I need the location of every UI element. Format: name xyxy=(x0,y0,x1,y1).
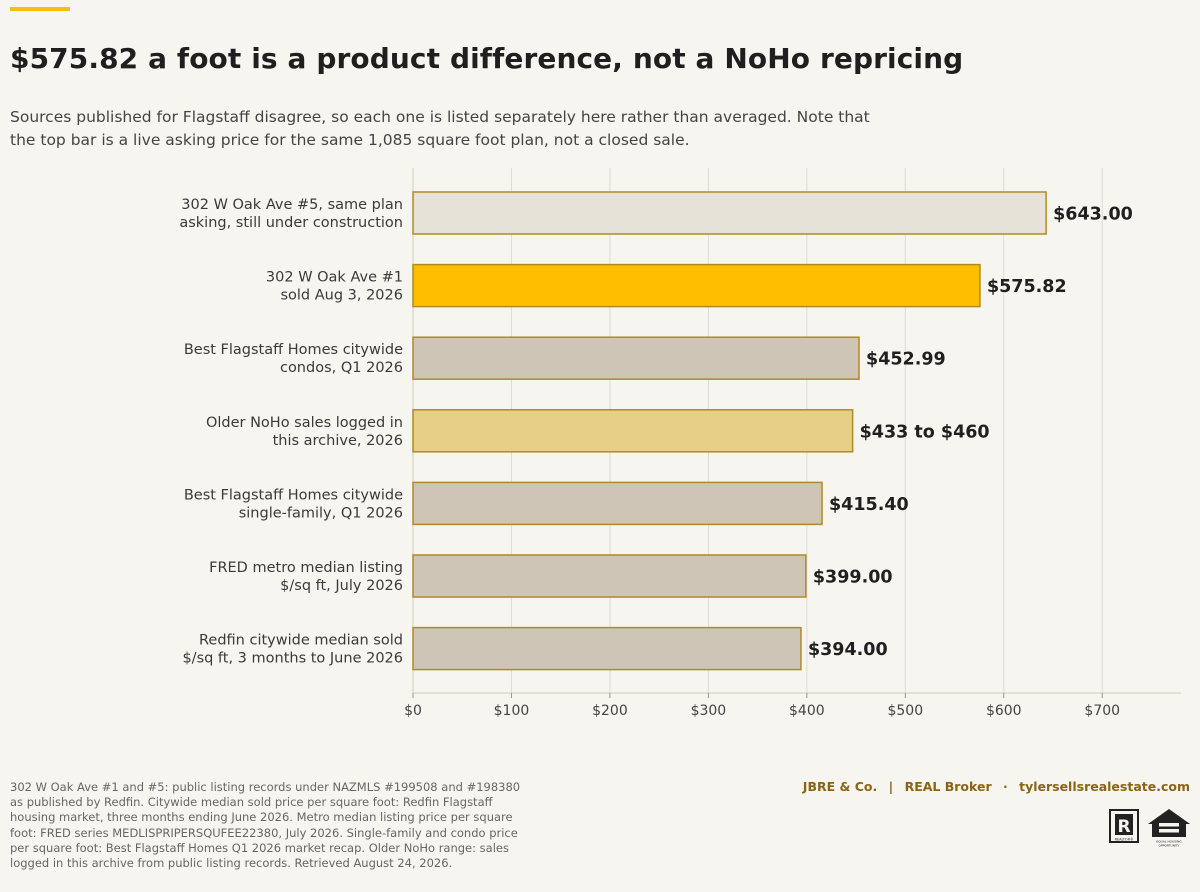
brand-divider: | xyxy=(888,779,894,794)
svg-text:OPPORTUNITY: OPPORTUNITY xyxy=(1158,844,1179,848)
value-label: $575.82 xyxy=(987,277,1067,297)
value-label: $643.00 xyxy=(1053,205,1133,225)
brand-broker: REAL Broker xyxy=(904,779,992,794)
svg-text:EQUAL HOUSING: EQUAL HOUSING xyxy=(1156,840,1182,844)
category-label: 302 W Oak Ave #5, same plan asking, still… xyxy=(179,197,403,231)
category-label: Best Flagstaff Homes citywide single-fami… xyxy=(184,487,403,521)
bar xyxy=(412,409,854,453)
brand-dot: · xyxy=(1002,779,1008,794)
bar-chart: $0 $100 $200 $300 $400 $500 $600 $700 302 W Oak … xyxy=(179,168,1181,719)
bar xyxy=(412,336,860,380)
bar xyxy=(412,626,802,671)
x-tick-label: $100 xyxy=(494,703,530,719)
value-label: $415.40 xyxy=(829,495,909,515)
svg-text:R: R xyxy=(1117,817,1130,837)
x-tick-label: $300 xyxy=(691,703,727,719)
accent-bar xyxy=(10,7,70,11)
brand-line: JBRE & Co. | REAL Broker · tylersellsrea… xyxy=(803,779,1190,794)
svg-text:REALTOR®: REALTOR® xyxy=(1115,838,1134,842)
brand-site[interactable]: tylersellsrealestate.com xyxy=(1019,779,1190,794)
compliance-badges: R REALTOR® EQUAL HOUSING OPPORTUNITY xyxy=(1109,809,1190,848)
x-tick-label: $500 xyxy=(887,703,923,719)
x-tick-label: $700 xyxy=(1084,703,1120,719)
x-tick-label: $400 xyxy=(789,703,825,719)
bar xyxy=(412,191,1047,235)
bar xyxy=(412,481,823,526)
bar xyxy=(412,263,981,308)
category-label: Redfin citywide median sold $/sq ft, 3 mo… xyxy=(182,633,403,667)
brand-company: JBRE & Co. xyxy=(802,779,878,794)
realtor-logo-icon: R REALTOR® xyxy=(1109,809,1139,843)
bar xyxy=(412,554,807,598)
value-label: $452.99 xyxy=(866,350,946,370)
page-subtitle: Sources published for Flagstaff disagree… xyxy=(10,108,870,149)
category-label: Older NoHo sales logged in this archive, … xyxy=(206,415,403,449)
value-label: $394.00 xyxy=(808,640,888,660)
category-label: 302 W Oak Ave #1 sold Aug 3, 2026 xyxy=(266,270,403,304)
x-tick-label: $200 xyxy=(592,703,628,719)
value-label: $399.00 xyxy=(813,568,893,588)
x-tick-label: $600 xyxy=(986,703,1022,719)
source-note: 302 W Oak Ave #1 and #5: public listing … xyxy=(10,780,521,871)
value-label: $433 to $460 xyxy=(860,422,990,442)
equal-housing-icon: EQUAL HOUSING OPPORTUNITY xyxy=(1148,809,1190,848)
category-label: Best Flagstaff Homes citywide condos, Q1 … xyxy=(184,342,403,376)
x-tick-label: $0 xyxy=(404,703,422,719)
page-title: $575.82 a foot is a product difference, … xyxy=(10,42,964,75)
category-label: FRED metro median listing $/sq ft, July 2… xyxy=(209,560,403,594)
